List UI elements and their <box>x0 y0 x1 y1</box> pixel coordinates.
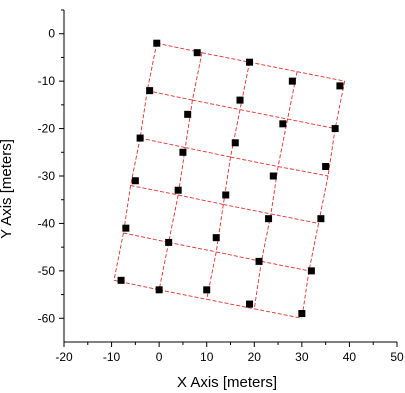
data-point <box>179 148 187 156</box>
mesh-line-row <box>277 166 329 177</box>
data-point <box>184 110 192 118</box>
x-tick-label: 0 <box>156 350 163 364</box>
data-points <box>117 39 344 318</box>
y-tick-label: -60 <box>38 311 56 325</box>
y-tick-label: -20 <box>38 122 56 136</box>
data-point <box>136 134 144 142</box>
data-point <box>222 191 230 199</box>
mesh-line-col <box>158 242 170 290</box>
x-tick-label: -20 <box>55 350 73 364</box>
data-point <box>117 276 125 284</box>
mesh-line-row <box>178 194 224 205</box>
data-point <box>279 120 287 128</box>
mesh-line-col <box>113 232 124 281</box>
mesh-line-col <box>192 52 203 101</box>
mesh-line-row <box>249 61 298 73</box>
data-point <box>298 310 306 318</box>
mesh-line-col <box>139 90 148 139</box>
data-point <box>122 224 130 232</box>
mesh-line-col <box>327 128 336 177</box>
mesh-line-row <box>147 90 193 101</box>
mesh-line-row <box>206 298 255 310</box>
data-point <box>246 58 254 66</box>
x-axis-title: X Axis [meters] <box>177 374 277 391</box>
data-point <box>265 215 273 223</box>
data-point <box>131 177 139 185</box>
mesh-line-col <box>239 62 250 110</box>
data-point <box>307 267 315 275</box>
data-point <box>246 300 254 308</box>
data-point <box>236 96 244 104</box>
y-tick-label: 0 <box>48 27 55 41</box>
data-point <box>155 286 163 294</box>
mesh-line-col <box>146 43 158 91</box>
mesh-line-row <box>270 213 319 224</box>
x-tick-label: -10 <box>103 350 121 364</box>
mesh-line-row <box>297 71 345 82</box>
mesh-line-col <box>130 137 141 186</box>
mesh-line-row <box>223 204 272 215</box>
mesh-line-col <box>206 251 217 300</box>
mesh-line-row <box>287 118 336 130</box>
x-tick-label: 50 <box>390 350 404 364</box>
mesh-line-row <box>254 308 302 319</box>
data-point <box>288 77 296 85</box>
mesh-line-col <box>168 194 179 243</box>
mesh-line-row <box>201 52 250 63</box>
y-axis-title: Y Axis [meters] <box>0 139 15 239</box>
mesh-line-col <box>215 204 224 252</box>
mesh-line-col <box>184 100 193 148</box>
data-point <box>212 234 220 242</box>
mesh-line-col <box>253 261 262 309</box>
mesh-line-row <box>230 156 279 167</box>
mesh-line-row <box>159 289 207 300</box>
mesh-line-row <box>239 109 288 120</box>
mesh-line-col <box>270 166 279 215</box>
mesh-line-row <box>123 232 169 243</box>
data-point <box>336 82 344 90</box>
y-tick-label: -40 <box>38 216 56 230</box>
data-point <box>231 139 239 147</box>
mesh-line-col <box>318 175 329 224</box>
data-point <box>255 257 263 265</box>
data-point <box>146 87 154 95</box>
data-point <box>203 286 211 294</box>
data-point <box>153 39 161 47</box>
mesh-line-row <box>140 137 186 148</box>
x-tick-label: 10 <box>200 350 214 364</box>
y-tick-label: -30 <box>38 169 56 183</box>
mesh-lines <box>113 42 346 319</box>
y-tick-label: -50 <box>38 264 56 278</box>
mesh-line-row <box>185 147 231 158</box>
mesh-line-row <box>168 241 217 253</box>
mesh-line-row <box>261 260 310 272</box>
data-point <box>331 125 339 133</box>
data-point <box>174 186 182 194</box>
axes <box>59 9 398 347</box>
mesh-line-row <box>130 185 179 196</box>
x-tick-label: 40 <box>343 350 357 364</box>
data-point <box>317 215 325 223</box>
x-tick-label: 30 <box>295 350 309 364</box>
data-point <box>193 49 201 57</box>
x-tick-label: 20 <box>248 350 262 364</box>
mesh-line-col <box>230 109 241 158</box>
y-tick-label: -10 <box>38 74 56 88</box>
data-point <box>269 172 277 180</box>
mesh-line-col <box>308 223 319 271</box>
mesh-line-row <box>216 251 262 262</box>
tick-labels: -20 -10 0 10 20 30 40 50 0 -10 -20 -30 -40 -50 -60 <box>38 27 404 364</box>
data-point <box>322 163 330 171</box>
data-point <box>165 238 173 246</box>
mesh-line-row <box>192 99 241 111</box>
